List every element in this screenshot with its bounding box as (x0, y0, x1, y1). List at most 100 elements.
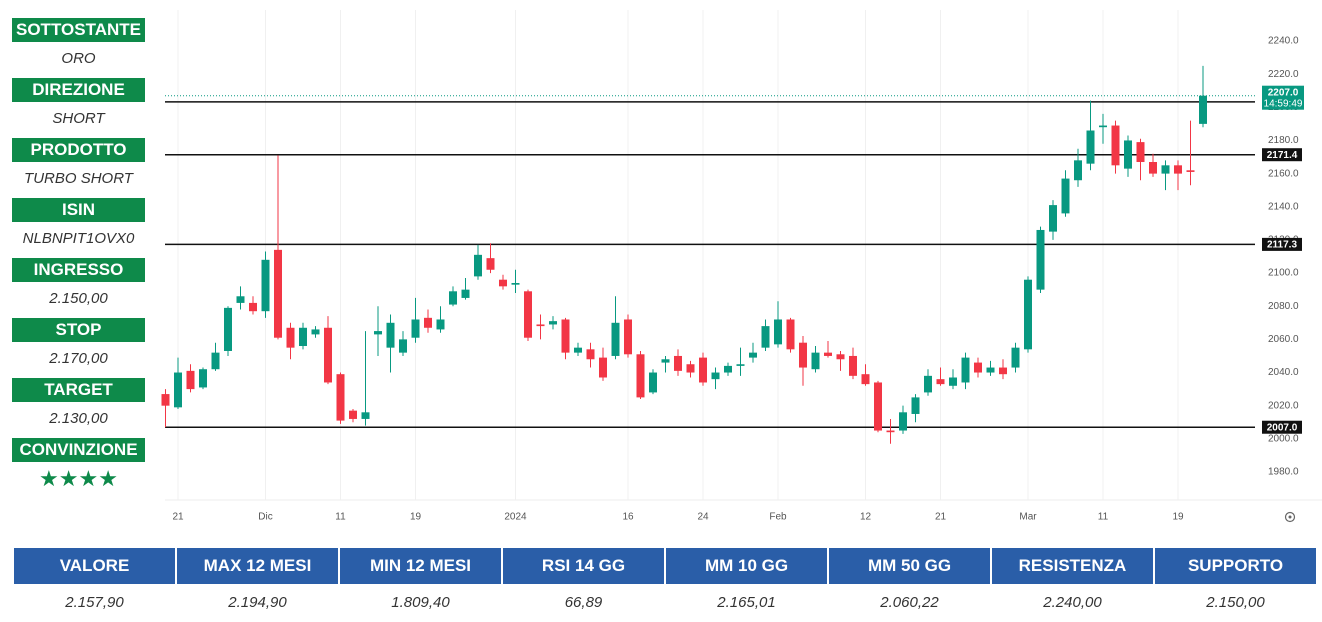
candle-body (574, 347, 582, 353)
candle-body (236, 296, 245, 303)
table-value-row: 2.157,90 2.194,90 1.809,40 66,89 2.165,01 2.0… (14, 584, 1316, 620)
candle-body (1049, 205, 1057, 232)
candle-body (411, 319, 420, 338)
panel-label: STOP (12, 318, 145, 342)
y-tick-label: 2220.0 (1268, 69, 1299, 80)
panel-value: NLBNPIT1OVX0 (22, 230, 135, 247)
candle-body (174, 372, 182, 408)
table-header: MM 50 GG (829, 548, 990, 584)
candle-body (786, 319, 795, 350)
level-label: 2117.3 (1267, 240, 1297, 251)
candle-body (499, 279, 507, 287)
y-tick-label: 2020.0 (1268, 400, 1299, 411)
level-label-box (1262, 237, 1302, 251)
table-value: 2.060,22 (880, 593, 939, 611)
table-value: 2.165,01 (717, 593, 776, 611)
price-time: 14:59:49 (1264, 98, 1303, 109)
candle-body (374, 331, 382, 335)
x-tick-label: Mar (1019, 512, 1037, 523)
candle-body (624, 319, 632, 355)
candle-body (1136, 142, 1145, 163)
candle-body (961, 357, 970, 383)
candle-body (861, 374, 870, 385)
settings-icon-dot (1288, 515, 1292, 519)
candle-body (936, 379, 945, 385)
y-tick-label: 2180.0 (1268, 135, 1299, 146)
x-tick-label: 24 (697, 512, 709, 523)
table-header: MM 10 GG (666, 548, 827, 584)
candle-body (549, 321, 557, 325)
x-tick-label: Feb (769, 512, 787, 523)
candle-body (599, 357, 607, 378)
candle-body (724, 365, 732, 373)
candle-body (399, 339, 407, 353)
candle-body (999, 367, 1007, 375)
candle-body (474, 254, 482, 277)
y-tick-label: 2080.0 (1268, 301, 1299, 312)
table-value: 2.240,00 (1043, 593, 1102, 611)
candle-body (324, 327, 332, 383)
panel-value: 2.130,00 (49, 410, 108, 427)
candle-body (261, 259, 270, 312)
panel-value: TURBO SHORT (24, 170, 133, 187)
candle-body (424, 317, 432, 328)
table-value: 2.150,00 (1206, 593, 1265, 611)
candle-body (186, 370, 195, 390)
panel-value: 2.170,00 (49, 350, 108, 367)
panel-label: INGRESSO (12, 258, 145, 282)
y-tick-label: 1980.0 (1268, 467, 1299, 478)
x-tick-label: 12 (860, 512, 872, 523)
candle-body (561, 319, 570, 353)
candle-body (311, 329, 320, 335)
candle-body (949, 377, 957, 386)
table-header: VALORE (14, 548, 175, 584)
candle-body (461, 289, 470, 298)
level-label: 2007.0 (1267, 422, 1298, 433)
candle-body (1061, 178, 1070, 214)
candle-body (249, 302, 257, 312)
candle-body (524, 291, 532, 338)
candle-body (1124, 140, 1132, 169)
table-header-row: VALORE MAX 12 MESI MIN 12 MESI RSI 14 GG MM … (14, 548, 1316, 584)
y-tick-label: 2160.0 (1268, 168, 1299, 179)
candle-body (199, 369, 207, 388)
candle-body (486, 258, 495, 270)
table-value: 66,89 (564, 593, 603, 611)
x-tick-label: 19 (410, 512, 422, 523)
candle-body (1099, 125, 1107, 128)
candle-body (824, 352, 832, 356)
price-label-box (1262, 85, 1304, 110)
candle-body (511, 283, 520, 285)
candle-body (986, 367, 995, 373)
candle-body (674, 355, 682, 371)
candle-body (849, 355, 857, 376)
table-value: 1.809,40 (391, 593, 450, 611)
candle-body (874, 382, 882, 431)
candle-body (349, 410, 357, 419)
candle-body (224, 307, 232, 351)
settings-icon[interactable] (1284, 511, 1296, 523)
candle-body (586, 349, 595, 360)
candle-body (836, 354, 845, 360)
candle-body (1186, 170, 1195, 172)
panel-value: SHORT (52, 110, 105, 127)
candle-body (386, 322, 395, 348)
candle-body (974, 362, 982, 373)
candle-body (661, 359, 670, 363)
candle-body (1074, 160, 1082, 181)
y-tick-label: 2060.0 (1268, 334, 1299, 345)
x-tick-label: 11 (335, 512, 346, 523)
level-label-box (1262, 420, 1302, 434)
x-tick-label: 21 (172, 512, 184, 523)
stats-table: VALORE MAX 12 MESI MIN 12 MESI RSI 14 GG MM … (12, 548, 1318, 620)
candle-body (911, 397, 920, 414)
chart: 21 Dic 11 19 2024 16 24 Feb 12 21 Mar 11 19 1980.0 200… (161, 10, 1322, 523)
candle-body (1011, 347, 1020, 368)
table-header: MIN 12 MESI (340, 548, 501, 584)
candle-body (749, 352, 757, 358)
panel-label: PRODOTTO (12, 138, 145, 162)
table-value: 2.157,90 (65, 593, 124, 611)
candle-body (361, 412, 370, 419)
panel-label: TARGET (12, 378, 145, 402)
